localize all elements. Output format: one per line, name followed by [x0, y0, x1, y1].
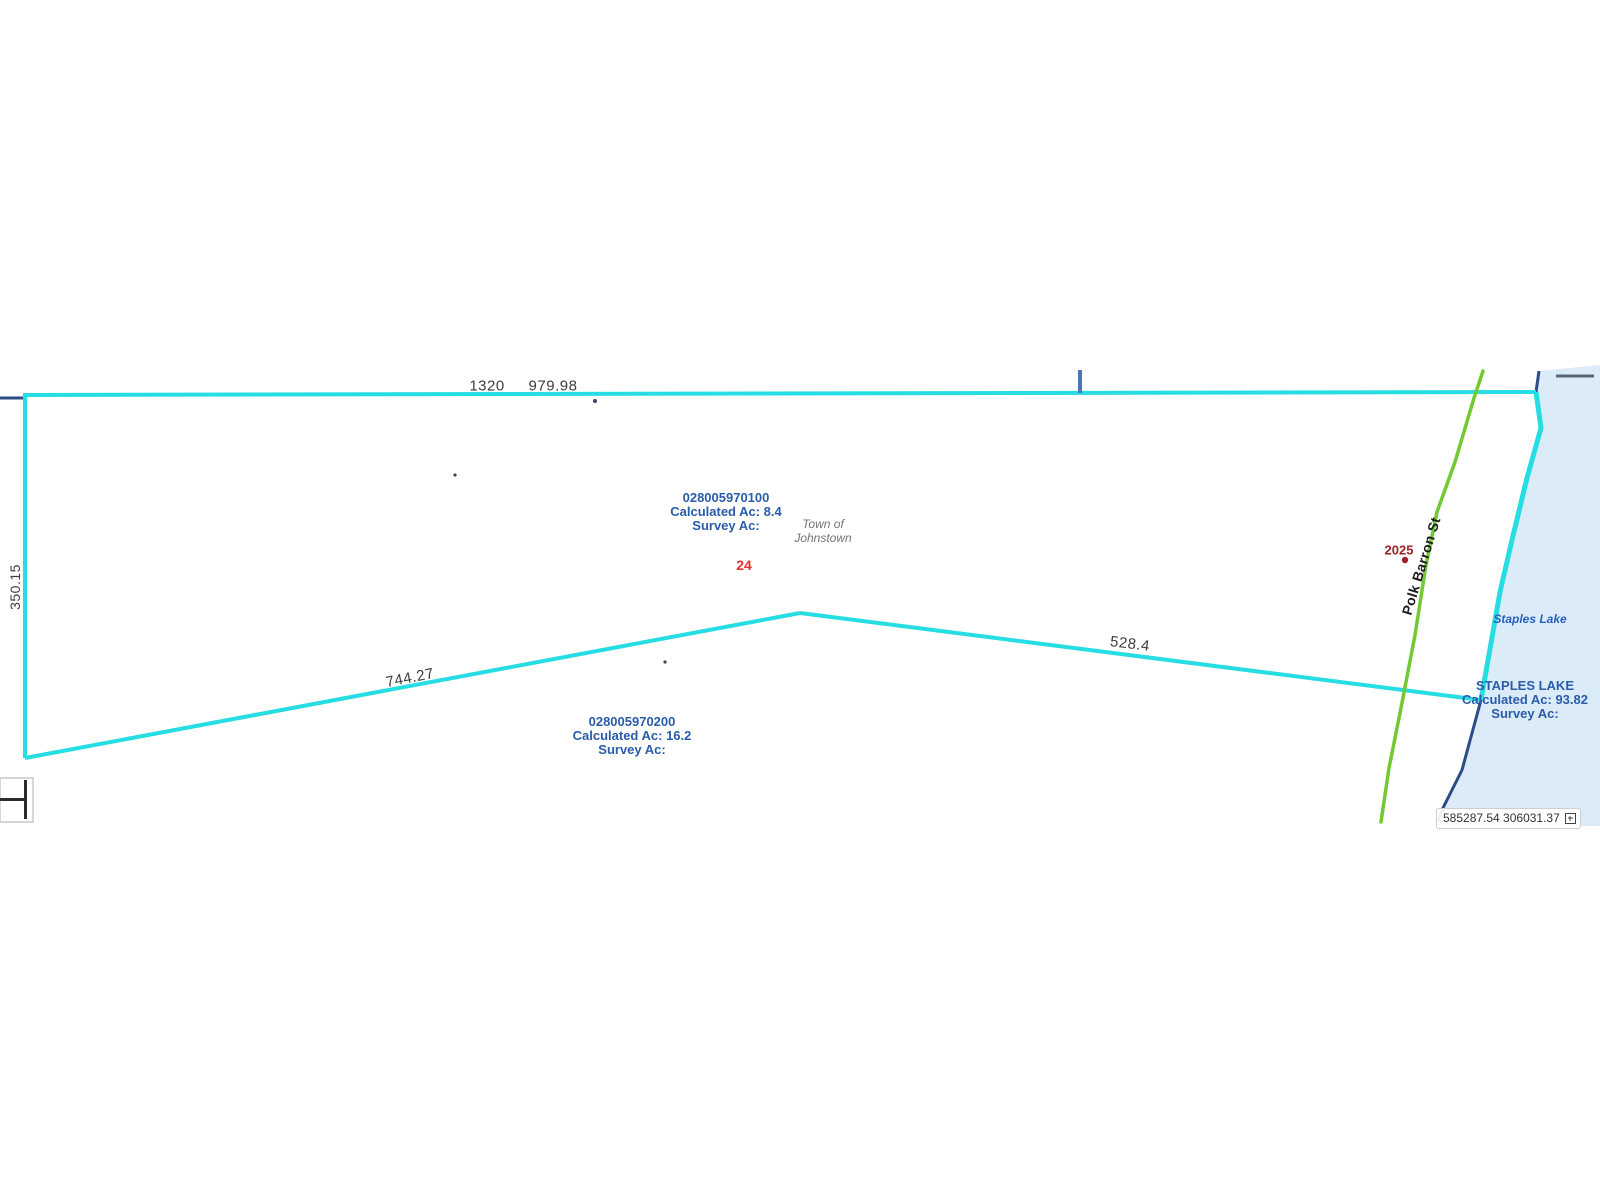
address-point-label: 2025: [1384, 542, 1414, 558]
point-feature-dot: [663, 660, 667, 664]
parcel-label-south: 028005970200 Calculated Ac: 16.2 Survey …: [573, 715, 692, 757]
coordinate-system-plus-icon[interactable]: [1564, 812, 1576, 824]
lake-parcel-name: STAPLES LAKE: [1476, 678, 1574, 693]
staples-lake-water: [1440, 365, 1600, 826]
parcel-survey-acres: Survey Ac:: [1491, 706, 1559, 721]
selected-boundary-lakeshore: [1478, 391, 1544, 701]
parcel-label-lake: STAPLES LAKE Calculated Ac: 93.82 Survey…: [1462, 679, 1588, 721]
lake-name-label: Staples Lake: [1493, 612, 1567, 626]
point-feature-dot: [593, 399, 597, 403]
dimension-label-north-2: 979.98: [528, 377, 578, 395]
parcel-survey-acres: Survey Ac:: [692, 518, 760, 533]
selected-boundary-southwest: [24, 611, 801, 760]
point-feature-dot: [453, 473, 457, 477]
parcel-label-north: 028005970100 Calculated Ac: 8.4 Survey A…: [670, 491, 782, 533]
section-number-label: 24: [736, 557, 752, 573]
town-label: Town of Johnstown: [794, 517, 851, 545]
parcel-calculated-acres: Calculated Ac: 16.2: [572, 728, 692, 743]
cursor-coordinates: 585287.54 306031.37: [1443, 811, 1560, 825]
parcel-survey-acres: Survey Ac:: [598, 742, 666, 757]
parcel-calculated-acres: Calculated Ac: 93.82: [1462, 692, 1588, 707]
parcel-id: 028005970100: [682, 490, 770, 505]
town-label-line1: Town of: [802, 517, 844, 531]
selected-boundary-southeast: [799, 611, 1482, 702]
dimension-label-north-1: 1320: [469, 377, 505, 395]
parcel-calculated-acres: Calculated Ac: 8.4: [670, 504, 782, 519]
lake-boundary-north-stub: [1534, 370, 1541, 393]
selected-boundary-north: [24, 390, 1537, 397]
town-label-line2: Johnstown: [794, 531, 852, 545]
coordinate-readout: 585287.54 306031.37: [1436, 808, 1581, 829]
dimension-label-west: 350.15: [7, 564, 23, 610]
address-point-dot: [1401, 556, 1409, 564]
polk-barron-st-road-line: [1379, 369, 1485, 824]
parcel-id: 028005970200: [588, 714, 676, 729]
